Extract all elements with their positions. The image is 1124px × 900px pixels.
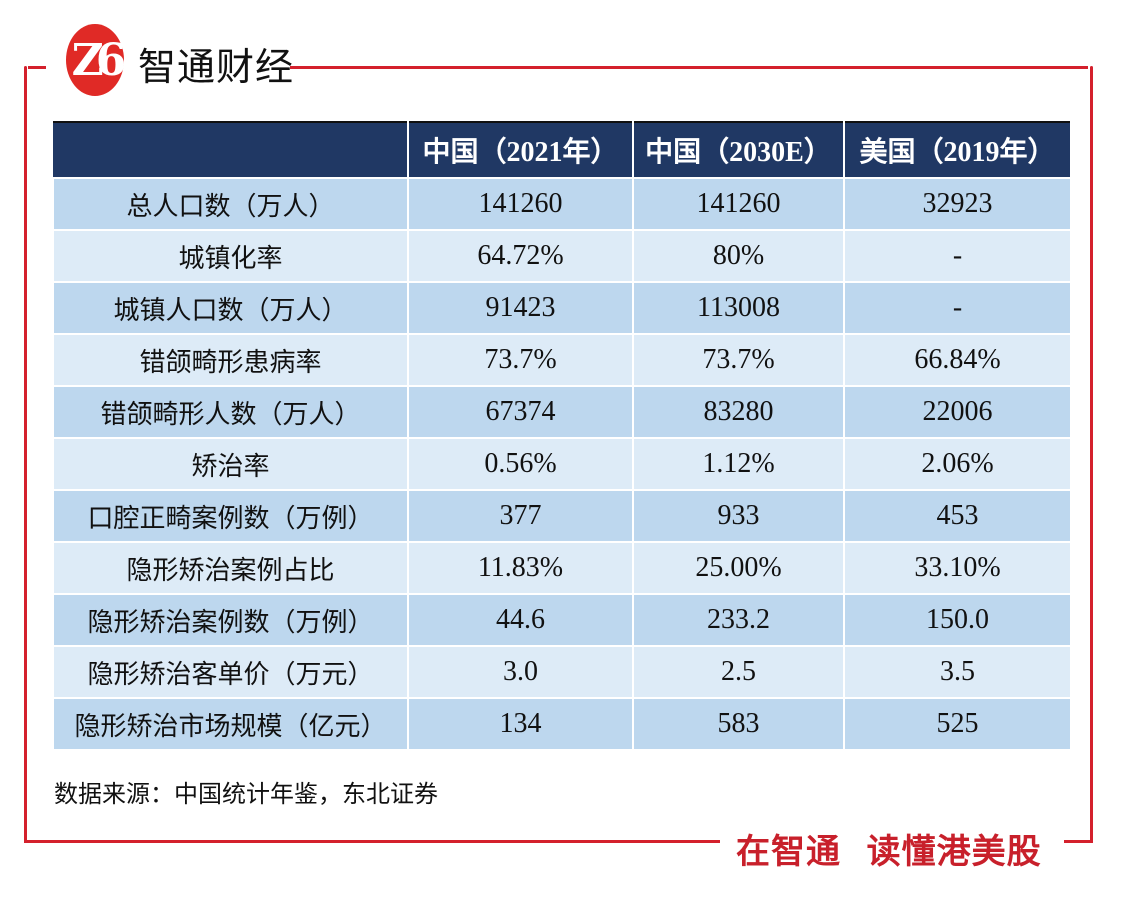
table-cell: 2.06%	[843, 437, 1072, 491]
table-cell: 141260	[632, 177, 845, 231]
table-cell: 83280	[632, 385, 845, 439]
frame-left	[24, 66, 27, 842]
table-cell: 150.0	[843, 593, 1072, 647]
header-cell: 美国（2019年）	[844, 122, 1072, 178]
data-table: 中国（2021年） 中国（2030E） 美国（2019年） 总人口数（万人） 14…	[52, 121, 1072, 751]
frame-top-left	[28, 66, 46, 69]
row-label: 口腔正畸案例数（万例）	[52, 489, 409, 543]
table-cell: 44.6	[407, 593, 634, 647]
row-label: 城镇化率	[52, 229, 409, 283]
table-row: 城镇人口数（万人） 91423 113008-	[52, 281, 1072, 335]
table-cell: 67374	[407, 385, 634, 439]
table-cell: 525	[843, 697, 1072, 751]
row-label: 隐形矫治客单价（万元）	[52, 645, 409, 699]
table-cell: 73.7%	[632, 333, 845, 387]
table-row: 口腔正畸案例数（万例） 377 933 453	[52, 489, 1072, 543]
row-label: 城镇人口数（万人）	[52, 281, 409, 335]
table-header-row: 中国（2021年） 中国（2030E） 美国（2019年）	[53, 122, 1072, 178]
row-label: 隐形矫治案例占比	[52, 541, 409, 595]
frame-right	[1090, 66, 1093, 842]
table-row: 隐形矫治案例占比 11.83% 25.00% 33.10%	[52, 541, 1072, 595]
table-cell: 66.84%	[843, 333, 1072, 387]
table-row: 总人口数（万人） 141260 141260 32923	[52, 177, 1072, 231]
row-label: 矫治率	[52, 437, 409, 491]
table-cell: 141260	[407, 177, 634, 231]
row-label: 总人口数（万人）	[52, 177, 409, 231]
table-cell: 33.10%	[843, 541, 1072, 595]
frame-top-right	[290, 66, 1088, 69]
source-note: 数据来源：中国统计年鉴，东北证券	[54, 780, 438, 808]
table-cell: 377	[407, 489, 634, 543]
table-cell: 64.72%	[407, 229, 634, 283]
frame-bottom-right	[1064, 840, 1093, 843]
table-row: 错颌畸形人数（万人） 67374 83280 22006	[52, 385, 1072, 439]
brand-slogan: 在智通 读懂港美股	[736, 832, 1042, 872]
table-cell: 11.83%	[407, 541, 634, 595]
table-cell: -	[843, 281, 1072, 335]
table-cell: 453	[843, 489, 1072, 543]
table-cell: 134	[407, 697, 634, 751]
frame-bottom-left	[24, 840, 720, 843]
table-cell: -	[843, 229, 1072, 283]
header-cell	[53, 122, 409, 178]
brand-logo-icon: Z6	[66, 24, 126, 96]
table-row: 隐形矫治案例数（万例） 44.6 233.2 150.0	[52, 593, 1072, 647]
table-cell: 32923	[843, 177, 1072, 231]
table-cell: 3.5	[843, 645, 1072, 699]
table-cell: 73.7%	[407, 333, 634, 387]
table-cell: 25.00%	[632, 541, 845, 595]
table-cell: 80%	[632, 229, 845, 283]
header-cell: 中国（2021年）	[408, 122, 634, 178]
table-row: 错颌畸形患病率 73.7% 73.7% 66.84%	[52, 333, 1072, 387]
table-cell: 0.56%	[407, 437, 634, 491]
brand-name: 智通财经	[138, 45, 295, 89]
table-cell: 113008	[632, 281, 845, 335]
table-cell: 583	[632, 697, 845, 751]
table-cell: 1.12%	[632, 437, 845, 491]
table-row: 城镇化率 64.72% 80% -	[52, 229, 1072, 283]
table-cell: 933	[632, 489, 845, 543]
row-label: 隐形矫治案例数（万例）	[52, 593, 409, 647]
row-label: 错颌畸形人数（万人）	[52, 385, 409, 439]
header-cell: 中国（2030E）	[633, 122, 845, 178]
table-cell: 3.0	[407, 645, 634, 699]
table-row: 隐形矫治市场规模（亿元） 134 583 525	[52, 697, 1072, 751]
table-cell: 233.2	[632, 593, 845, 647]
table-cell: 91423	[407, 281, 634, 335]
row-label: 隐形矫治市场规模（亿元）	[52, 697, 409, 751]
table-cell: 2.5	[632, 645, 845, 699]
table-row: 矫治率 0.56% 1.12% 2.06%	[52, 437, 1072, 491]
table-row: 隐形矫治客单价（万元） 3.0 2.5 3.5	[52, 645, 1072, 699]
table-cell: 22006	[843, 385, 1072, 439]
row-label: 错颌畸形患病率	[52, 333, 409, 387]
